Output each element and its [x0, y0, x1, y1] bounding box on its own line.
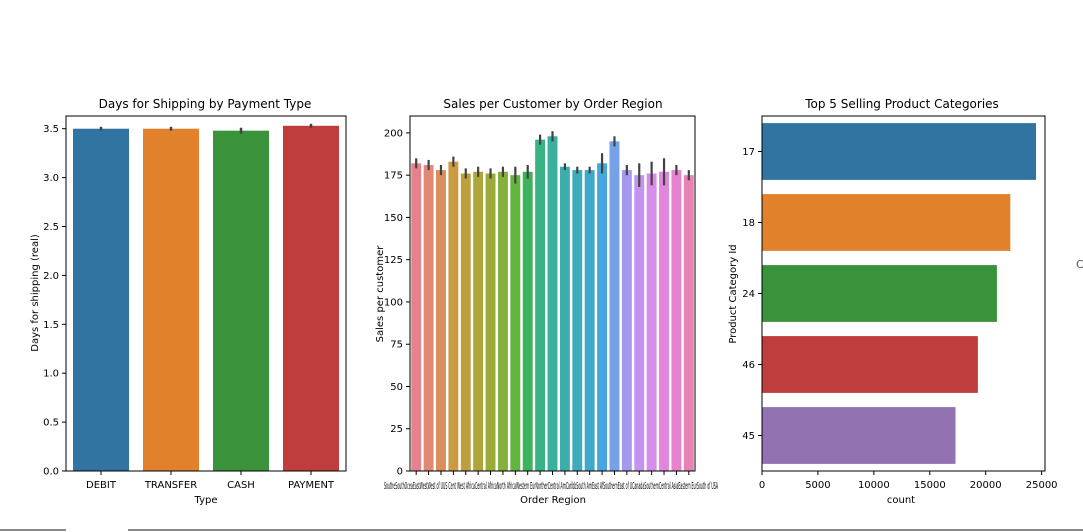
chart3-frame [761, 115, 1046, 472]
chart1-ylabel: Days for shipping (real) [30, 234, 41, 352]
chart1-frame [65, 115, 347, 472]
chart3-ylabel: Product Category Id [728, 244, 739, 343]
c1-ytick-label-7: 3.5 [43, 124, 59, 135]
c2-bar-8 [510, 175, 521, 471]
c1-xtick-label-0: DEBIT [86, 480, 117, 491]
chart-top-categories: Top 5 Selling Product Categories 17 18 24 4… [728, 97, 1058, 506]
c3-bar-1 [762, 194, 1011, 251]
chart2-title: Sales per Customer by Order Region [443, 97, 662, 111]
c3-xtick-label-0: 0 [759, 480, 765, 491]
chart2-xlabel: Order Region [520, 495, 586, 506]
chart2-ylabel: Sales per customer [375, 245, 386, 343]
c1-xtick-label-1: TRANSFER [144, 480, 197, 491]
c2-ytick-label-7: 175 [384, 171, 403, 182]
c3-xtick-label-4: 20000 [970, 480, 1002, 491]
c2-ytick-label-8: 200 [384, 128, 403, 139]
c3-ytick-label-2: 24 [742, 289, 755, 300]
c1-xtick-label-2: CASH [227, 480, 255, 491]
c3-ytick-label-0: 17 [742, 147, 755, 158]
c1-ytick-label-1: 0.5 [43, 418, 59, 429]
chart-days-shipping: Days for Shipping by Payment Type 0.0 0.5… [30, 97, 347, 506]
c2-bar-16 [609, 141, 620, 471]
c3-bar-3 [762, 336, 978, 393]
c2-bar-9 [522, 171, 533, 472]
c2-bar-4 [460, 173, 471, 471]
c2-bar-6 [485, 173, 496, 471]
c1-xtick-label-3: PAYMENT [288, 480, 335, 491]
c3-xtick-label-2: 10000 [858, 480, 890, 491]
c2-ytick-label-5: 125 [384, 255, 403, 266]
chart1-title: Days for Shipping by Payment Type [99, 97, 312, 111]
c2-bar-20 [659, 171, 669, 472]
c2-bar-15 [597, 163, 608, 472]
c2-bar-13 [572, 170, 583, 471]
c3-xtick-label-3: 15000 [914, 480, 946, 491]
c2-bar-5 [473, 171, 484, 472]
c2-bar-17 [621, 170, 632, 471]
chart-sales-region: Sales per Customer by Order Region 0 25 50… [375, 97, 718, 506]
c2-bar-18 [634, 175, 645, 471]
c3-bar-2 [762, 265, 997, 322]
c2-bar-0 [411, 163, 422, 472]
c2-bar-21 [671, 170, 682, 471]
chart2-frame [409, 115, 696, 472]
c2-ytick-label-2: 50 [390, 382, 403, 393]
c1-bar-0 [73, 128, 129, 471]
chart3-xlabel: count [887, 495, 915, 506]
c2-bar-10 [535, 139, 546, 471]
c3-ytick-label-4: 45 [742, 431, 755, 442]
c2-bar-12 [559, 166, 570, 471]
c1-ytick-label-0: 0.0 [43, 467, 59, 478]
c1-bar-2 [213, 130, 269, 471]
c2-ytick-label-6: 150 [384, 213, 403, 224]
c2-bar-1 [423, 165, 434, 471]
c2-bar-3 [448, 161, 459, 471]
c2-ytick-label-3: 75 [390, 340, 403, 351]
chart3-title: Top 5 Selling Product Categories [804, 97, 999, 111]
c3-xtick-label-1: 5000 [805, 480, 830, 491]
c1-bar-3 [283, 125, 339, 472]
c2-ytick-label-0: 0 [397, 467, 403, 478]
bottom-divider-left [0, 529, 66, 531]
c1-ytick-label-2: 1.0 [43, 369, 59, 380]
c2-bar-11 [547, 136, 558, 472]
c3-bar-4 [762, 407, 956, 464]
c2-ytick-label-1: 25 [390, 424, 403, 435]
c1-ytick-label-3: 1.5 [43, 320, 59, 331]
c2-bar-7 [497, 171, 508, 472]
c3-xtick-label-5: 25000 [1026, 480, 1058, 491]
chart1-xlabel: Type [194, 495, 218, 506]
bottom-divider-right [128, 529, 1083, 531]
c3-ytick-label-3: 46 [742, 360, 755, 371]
c1-ytick-label-4: 2.0 [43, 271, 59, 282]
chart2-xtick-labels: SoutheSouthOceaEastWestWest of UUS Cent … [384, 481, 718, 492]
c1-bar-1 [143, 128, 199, 471]
c2-bar-19 [646, 173, 657, 471]
c3-bar-0 [762, 123, 1037, 180]
c2-bar-22 [683, 175, 694, 471]
c1-ytick-label-5: 2.5 [43, 222, 59, 233]
c2-bar-2 [436, 170, 446, 471]
c3-ytick-label-1: 18 [742, 218, 755, 229]
c1-ytick-label-6: 3.0 [43, 173, 59, 184]
stray-glyph: C [1076, 258, 1083, 271]
c2-bar-14 [584, 170, 595, 471]
c2-ytick-label-4: 100 [384, 297, 403, 308]
